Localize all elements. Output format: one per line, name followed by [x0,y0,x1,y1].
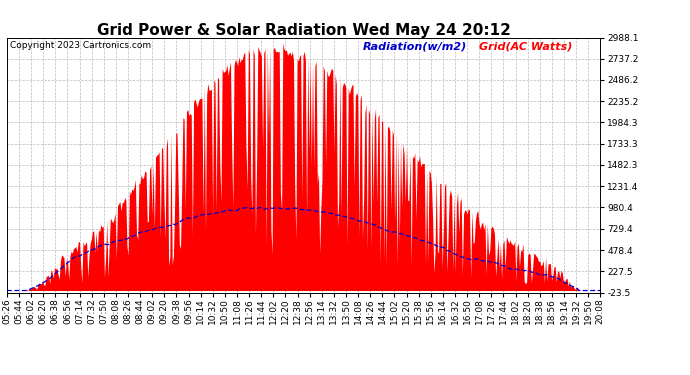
Text: Grid(AC Watts): Grid(AC Watts) [479,41,572,51]
Text: Radiation(w/m2): Radiation(w/m2) [363,41,467,51]
Text: Copyright 2023 Cartronics.com: Copyright 2023 Cartronics.com [10,41,151,50]
Title: Grid Power & Solar Radiation Wed May 24 20:12: Grid Power & Solar Radiation Wed May 24 … [97,22,511,38]
